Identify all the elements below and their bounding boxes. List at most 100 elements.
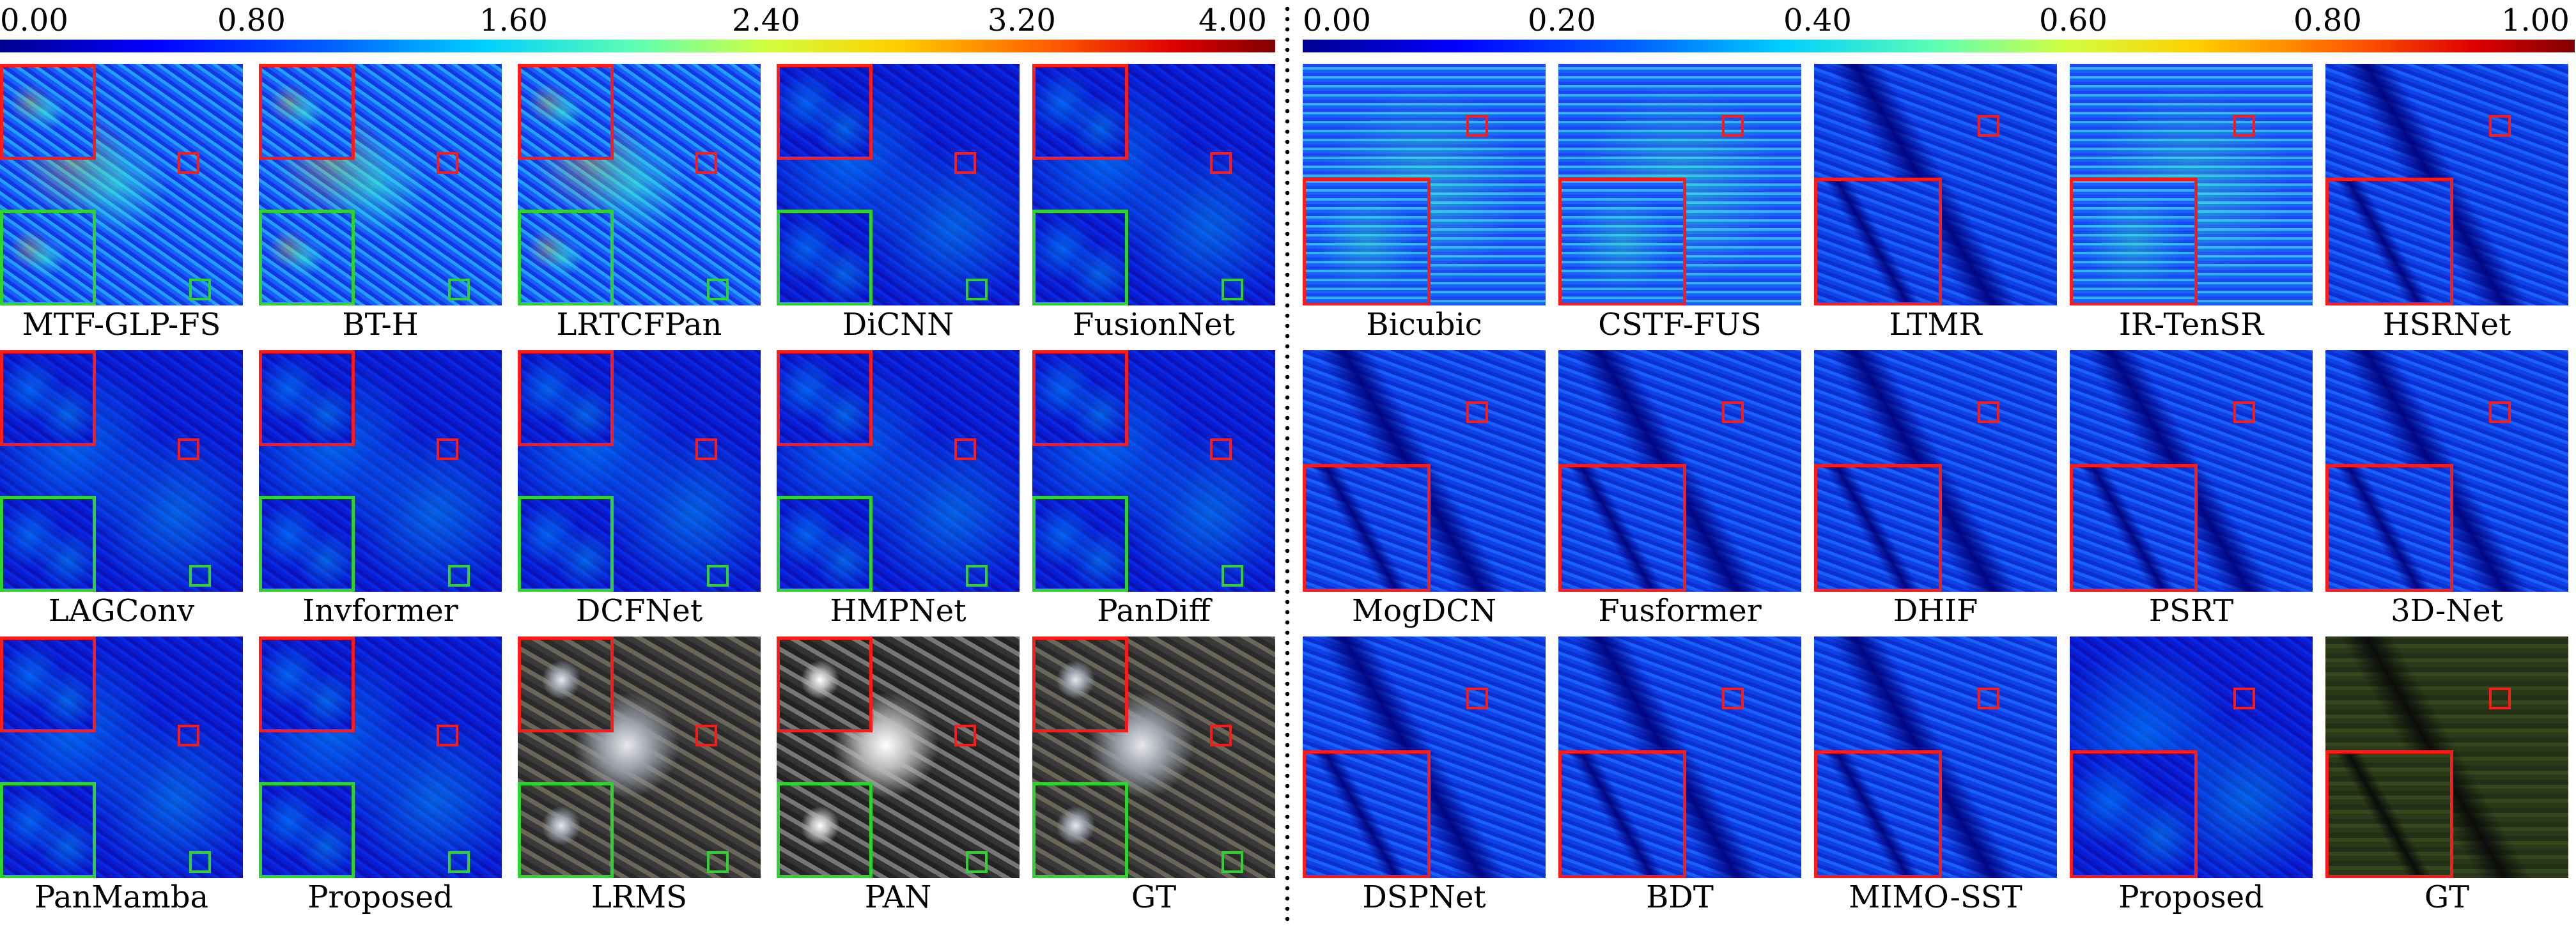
left-tick: 2.40	[732, 3, 800, 38]
zoom-inset-red	[1558, 464, 1686, 592]
marker-green	[1222, 565, 1243, 587]
method-label: MIMO-SST	[1849, 879, 2022, 915]
method-label: MogDCN	[1352, 593, 1496, 629]
error-map-image	[777, 64, 1020, 305]
zoom-inset-red	[1303, 178, 1431, 305]
method-label: Proposed	[307, 879, 453, 915]
right-tick: 0.60	[2039, 3, 2107, 38]
error-map-image	[1558, 637, 1801, 878]
marker-red	[954, 438, 976, 460]
result-cell: Fusformer	[1558, 350, 1801, 631]
result-cell: CSTF-FUS	[1558, 64, 1801, 345]
gt-image	[1032, 637, 1275, 878]
zoom-inset-green	[0, 782, 96, 878]
method-label: PanMamba	[34, 879, 209, 915]
error-map-image	[1814, 350, 2057, 592]
method-label: PSRT	[2148, 593, 2234, 629]
zoom-inset-red	[259, 350, 355, 446]
method-label: CSTF-FUS	[1598, 307, 1762, 343]
marker-green	[1222, 279, 1243, 300]
method-label: Fusformer	[1598, 593, 1762, 629]
marker-green	[966, 851, 988, 873]
left-tick: 3.20	[988, 3, 1056, 38]
right-colorbar: 0.00 0.20 0.40 0.60 0.80 1.00	[1303, 0, 2575, 58]
error-map-image	[1814, 64, 2057, 305]
error-map-image	[777, 350, 1020, 592]
zoom-inset-red	[2325, 750, 2453, 878]
left-panel: 0.00 0.80 1.60 2.40 3.20 4.00 MTF-GLP-FS	[0, 0, 1275, 926]
result-cell: 3D-Net	[2325, 350, 2568, 631]
zoom-inset-red	[0, 350, 96, 446]
marker-red	[1210, 438, 1232, 460]
dotted-divider	[1285, 4, 1290, 924]
marker-red	[1722, 401, 1744, 423]
left-colorbar-gradient	[0, 40, 1275, 52]
zoom-inset-green	[0, 210, 96, 305]
zoom-inset-red	[2325, 464, 2453, 592]
error-map-image	[2325, 350, 2568, 592]
method-label: MTF-GLP-FS	[22, 307, 221, 343]
zoom-inset-red	[2325, 178, 2453, 305]
marker-red	[2233, 115, 2255, 137]
marker-green	[189, 565, 211, 587]
zoom-inset-green	[518, 496, 614, 592]
gt-image	[2325, 637, 2568, 878]
marker-red	[1210, 152, 1232, 174]
marker-red	[1722, 115, 1744, 137]
zoom-inset-green	[259, 782, 355, 878]
marker-green	[448, 279, 470, 300]
right-panel: 0.00 0.20 0.40 0.60 0.80 1.00 Bicubic CS…	[1303, 0, 2575, 926]
marker-red	[178, 152, 199, 174]
zoom-inset-red	[1032, 64, 1128, 160]
result-cell: PanMamba	[0, 637, 243, 918]
left-tick: 0.00	[0, 3, 68, 38]
result-cell: LTMR	[1814, 64, 2057, 345]
zoom-inset-red	[1814, 750, 1942, 878]
result-cell: LRTCFPan	[518, 64, 761, 345]
marker-red	[954, 152, 976, 174]
marker-green	[707, 279, 729, 300]
marker-red	[437, 725, 458, 746]
method-label: LAGConv	[48, 593, 195, 629]
result-cell: DSPNet	[1303, 637, 1546, 918]
error-map-image	[518, 64, 761, 305]
marker-green	[966, 565, 988, 587]
marker-red	[695, 725, 717, 746]
marker-red	[178, 725, 199, 746]
result-cell: DiCNN	[777, 64, 1020, 345]
result-cell: FusionNet	[1032, 64, 1275, 345]
lrms-image	[518, 637, 761, 878]
marker-red	[437, 438, 458, 460]
method-label: IR-TenSR	[2118, 307, 2264, 343]
left-tick: 1.60	[479, 3, 548, 38]
marker-red	[2489, 401, 2511, 423]
marker-red	[1978, 401, 1999, 423]
result-cell: HMPNet	[777, 350, 1020, 631]
error-map-image	[2325, 64, 2568, 305]
marker-green	[1222, 851, 1243, 873]
method-label: LRMS	[591, 879, 688, 915]
method-label: DHIF	[1893, 593, 1978, 629]
result-cell: PanDiff	[1032, 350, 1275, 631]
right-tick: 0.20	[1528, 3, 1596, 38]
error-map-image	[1558, 64, 1801, 305]
error-map-image	[1303, 350, 1546, 592]
result-cell: HSRNet	[2325, 64, 2568, 345]
zoom-inset-red	[2070, 750, 2198, 878]
zoom-inset-red	[0, 64, 96, 160]
zoom-inset-red	[1558, 178, 1686, 305]
error-map-image	[1558, 350, 1801, 592]
marker-red	[1722, 688, 1744, 709]
zoom-inset-red	[1032, 350, 1128, 446]
marker-red	[2233, 688, 2255, 709]
marker-red	[695, 152, 717, 174]
marker-red	[954, 725, 976, 746]
error-map-image	[1303, 637, 1546, 878]
zoom-inset-red	[0, 637, 96, 732]
zoom-inset-red	[259, 637, 355, 732]
right-colorbar-gradient	[1303, 40, 2575, 52]
zoom-inset-red	[777, 64, 873, 160]
zoom-inset-red	[2070, 464, 2198, 592]
method-label: DCFNet	[575, 593, 703, 629]
right-tick: 0.80	[2293, 3, 2362, 38]
